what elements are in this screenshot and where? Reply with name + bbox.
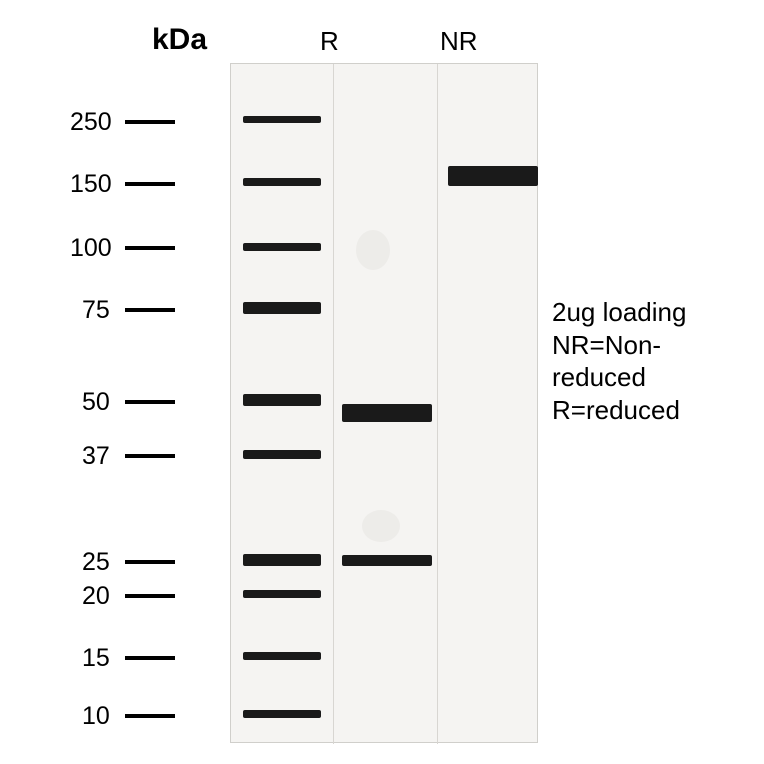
- mw-tick: [125, 714, 175, 718]
- lane-header-nr: NR: [440, 26, 478, 57]
- mw-label: 150: [70, 170, 112, 199]
- lane-divider: [333, 64, 334, 744]
- r-band-light: [342, 555, 432, 566]
- ladder-band: [243, 710, 321, 718]
- kda-axis-label: kDa: [152, 23, 207, 57]
- mw-tick: [125, 560, 175, 564]
- mw-tick: [125, 246, 175, 250]
- ladder-band: [243, 554, 321, 566]
- mw-tick: [125, 656, 175, 660]
- ladder-band: [243, 590, 321, 598]
- ladder-band: [243, 450, 321, 459]
- ladder-band: [243, 652, 321, 660]
- annotation-line: NR=Non-: [552, 329, 686, 362]
- mw-tick: [125, 400, 175, 404]
- lane-divider: [437, 64, 438, 744]
- ladder-band: [243, 116, 321, 123]
- annotation-line: 2ug loading: [552, 296, 686, 329]
- gel-artifact: [356, 230, 390, 270]
- mw-label: 20: [82, 582, 110, 611]
- ladder-band: [243, 394, 321, 406]
- mw-label: 75: [82, 296, 110, 325]
- mw-tick: [125, 594, 175, 598]
- mw-tick: [125, 120, 175, 124]
- ladder-band: [243, 243, 321, 251]
- ladder-band: [243, 178, 321, 186]
- gel-figure: kDa R NR 250 150 100 75 50 37 25 20 15 1…: [0, 0, 764, 764]
- mw-label: 37: [82, 442, 110, 471]
- annotation-line: reduced: [552, 361, 686, 394]
- mw-tick: [125, 454, 175, 458]
- mw-label: 50: [82, 388, 110, 417]
- ladder-band: [243, 302, 321, 314]
- annotation-line: R=reduced: [552, 394, 686, 427]
- mw-label: 250: [70, 108, 112, 137]
- r-band-heavy: [342, 404, 432, 422]
- mw-label: 25: [82, 548, 110, 577]
- mw-label: 100: [70, 234, 112, 263]
- gel-artifact: [362, 510, 400, 542]
- nr-band-intact: [448, 166, 538, 186]
- loading-annotation: 2ug loading NR=Non- reduced R=reduced: [552, 296, 686, 426]
- mw-tick: [125, 308, 175, 312]
- mw-label: 15: [82, 644, 110, 673]
- lane-header-r: R: [320, 26, 339, 57]
- mw-label: 10: [82, 702, 110, 731]
- mw-tick: [125, 182, 175, 186]
